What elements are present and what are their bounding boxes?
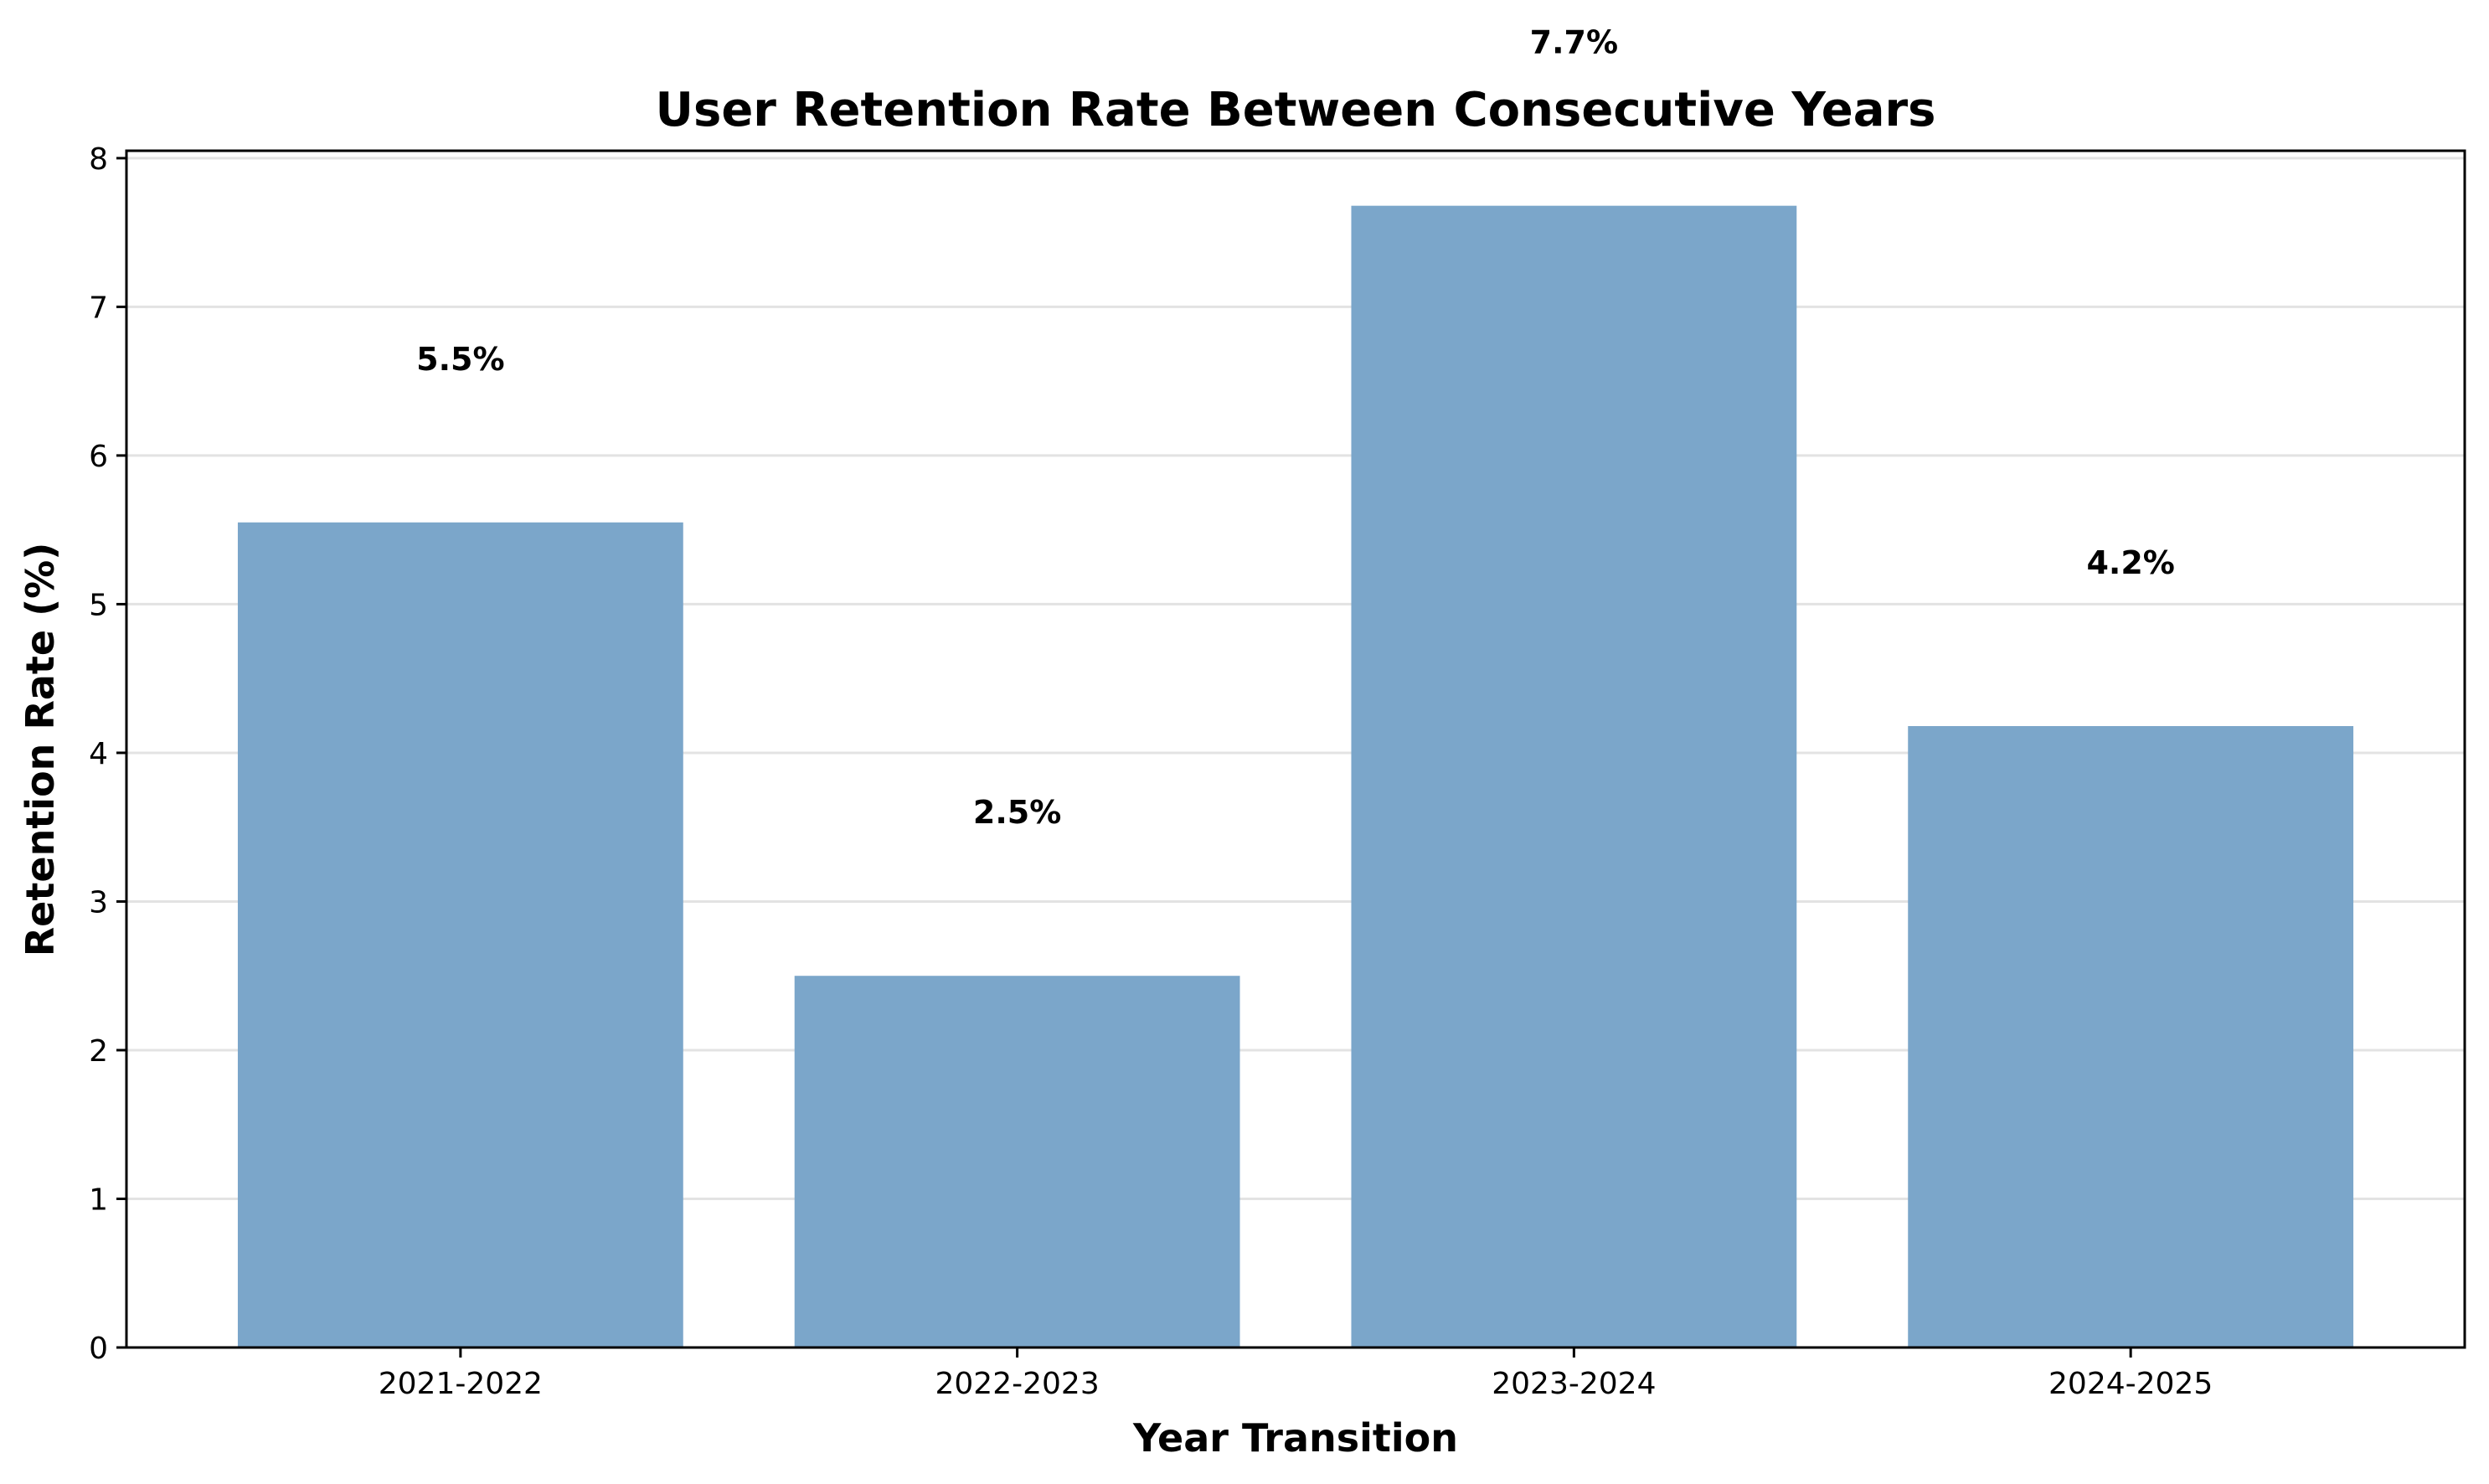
chart-title: User Retention Rate Between Consecutive … — [656, 83, 1936, 137]
bar-value-label: 5.5% — [416, 341, 504, 378]
bar-2023-2024 — [1351, 205, 1797, 1347]
bar-value-labels: 5.5% 2.5% 7.7% 4.2% — [416, 24, 2175, 832]
x-axis-title: Year Transition — [1132, 1415, 1458, 1461]
y-tick-label: 1 — [89, 1183, 108, 1217]
y-axis-title: Retention Rate (%) — [18, 543, 63, 956]
y-tick-label: 2 — [89, 1034, 108, 1069]
bar-value-label: 4.2% — [2086, 544, 2174, 581]
y-axis-ticks: 0 1 2 3 4 5 6 7 8 — [89, 142, 126, 1366]
x-tick-label: 2024-2025 — [2048, 1367, 2213, 1401]
bar-2022-2023 — [794, 976, 1240, 1347]
y-tick-label: 0 — [89, 1332, 108, 1366]
bar-value-label: 2.5% — [973, 794, 1061, 831]
x-tick-label: 2021-2022 — [379, 1367, 543, 1401]
bars — [237, 205, 2354, 1347]
plot-frame — [125, 149, 2466, 1349]
x-tick-label: 2023-2024 — [1492, 1367, 1656, 1401]
bar-2021-2022 — [237, 522, 683, 1347]
y-tick-label: 4 — [89, 737, 108, 771]
y-tick-label: 5 — [89, 588, 108, 622]
y-tick-label: 7 — [89, 291, 108, 325]
y-tick-label: 3 — [89, 885, 108, 920]
x-tick-label: 2022-2023 — [935, 1367, 1100, 1401]
bar-2024-2025 — [1908, 725, 2354, 1347]
bar-value-label: 7.7% — [1530, 24, 1618, 61]
y-tick-label: 6 — [89, 440, 108, 474]
x-axis-ticks: 2021-2022 2022-2023 2023-2024 2024-2025 — [379, 1347, 2213, 1401]
y-tick-label: 8 — [89, 142, 108, 177]
